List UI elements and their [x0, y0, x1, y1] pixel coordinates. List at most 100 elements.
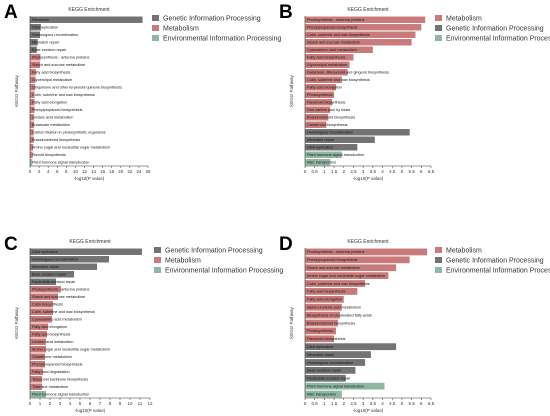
bar: [30, 256, 109, 263]
panel-letter: C: [4, 234, 18, 255]
x-tick-label: 2: [343, 169, 346, 174]
bar-label: Starch and sucrose metabolism: [307, 266, 360, 270]
y-axis-label: KEGG Pathway: [289, 306, 294, 338]
bar: [305, 24, 422, 31]
bar-label: Phenylpropanoid biosynthesis: [32, 363, 83, 367]
bar: [305, 84, 337, 91]
legend-swatch: [152, 25, 159, 31]
bar: [305, 303, 342, 311]
bar: [30, 114, 35, 121]
chart-title: KEGG Enrichment: [69, 239, 111, 245]
bar-label: Galactose, diterpenoid and gingerol bios…: [307, 71, 389, 75]
x-tick-label: 3: [59, 401, 62, 406]
bar-label: Nucleotide excision repair: [307, 377, 351, 381]
bar: [305, 366, 356, 374]
bar: [30, 353, 45, 360]
bar-label: Glycerolipid metabolism: [307, 63, 347, 67]
bar-label: Starch and sucrose metabolism: [32, 295, 85, 299]
bar-label: Butanoate metabolism: [32, 123, 70, 127]
bar-label: Photosynthesis: [307, 93, 333, 97]
bar-label: Brassinosteroid biosynthesis: [307, 116, 355, 120]
bar-label: Terpenoid backbone biosynthesis: [32, 378, 88, 382]
bar: [30, 31, 40, 38]
bar: [30, 331, 47, 338]
panel-a: A KEGG Enrichment Ribosome DNA replication H…: [4, 2, 281, 181]
x-tick-label: 2: [343, 401, 346, 406]
bar-label: Flavonoid biosynthesis: [307, 101, 346, 105]
bar-label: Mismatch repair: [32, 265, 60, 269]
bar: [30, 376, 42, 383]
x-tick-label: 6.5: [428, 169, 435, 174]
x-tick-label: 4: [381, 169, 384, 174]
bar: [305, 16, 426, 23]
legend-label: Environmental Information Processing: [165, 268, 283, 275]
x-tick-label: 3.5: [370, 169, 377, 174]
bar: [305, 121, 327, 128]
bar-label: Cutin, suberine and wax biosynthesis: [32, 310, 95, 314]
bar-label: Plant hormone signal transduction: [307, 384, 364, 388]
bar: [30, 91, 35, 98]
x-tick-label: 0.5: [312, 169, 319, 174]
bar: [305, 272, 389, 280]
bar: [30, 61, 40, 68]
x-tick-label: 5: [401, 401, 404, 406]
legend-label: Genetic Information Processing: [165, 248, 263, 255]
bar-label: Plant hormone signal transduction: [32, 393, 89, 397]
legend-swatch: [152, 15, 159, 21]
bar-label: ABC transporters: [307, 392, 336, 396]
bar: [30, 301, 53, 308]
bar: [30, 121, 35, 128]
x-tick-label: 6: [56, 169, 59, 174]
bar: [30, 248, 142, 255]
bar-label: DNA replication: [32, 250, 58, 254]
bar-label: DNA replication: [32, 26, 58, 30]
bar: [30, 69, 36, 76]
bar: [305, 151, 342, 158]
legend-swatch: [435, 35, 442, 41]
bar-label: Carbon fixation in photosynthetic organi…: [32, 131, 106, 135]
legend-swatch: [152, 35, 159, 41]
bar-label: Photosynthesis - antenna proteins: [32, 288, 90, 292]
bar-label: Flavonoid biosynthesis: [307, 337, 346, 341]
bar-label: Photosynthesis - antenna proteins: [32, 56, 90, 60]
x-tick-label: 8: [65, 169, 68, 174]
bar: [305, 54, 354, 61]
bar-label: Photosynthesis - antenna proteins: [307, 250, 365, 254]
bar: [305, 327, 337, 335]
x-tick-label: 6.5: [428, 401, 435, 406]
bar: [305, 256, 410, 264]
bar-label: DNA replication: [307, 146, 333, 150]
bar: [30, 46, 37, 53]
chart-title: KEGG Enrichment: [68, 7, 110, 13]
bar: [305, 39, 412, 46]
bar-label: Glutathione metabolism: [32, 355, 72, 359]
x-tick-label: 0.5: [312, 401, 319, 406]
bar-label: Brassinosteroid biosynthesis: [32, 138, 80, 142]
x-tick-label: 26: [145, 169, 151, 174]
bar-label: Phenylpropanoid biosynthesis: [32, 108, 83, 112]
x-tick-label: 24: [136, 169, 142, 174]
bar: [30, 316, 52, 323]
bar-label: Cyanoamino acid metabolism: [32, 318, 82, 322]
bar-label: Phenylpropanoid biosynthesis: [307, 258, 358, 262]
bar-label: Ubiquinone and other terpenoid-quinone b…: [32, 86, 122, 90]
bar: [305, 295, 344, 303]
bar-label: Cutin, suberine and wax biosynthesis: [32, 93, 95, 97]
bar-label: Starch and sucrose metabolism: [307, 41, 360, 45]
x-axis-label: -log10(P value): [75, 408, 106, 413]
bar: [305, 351, 371, 358]
legend-label: Genetic Information Processing: [163, 16, 261, 23]
x-tick-label: 1: [39, 401, 42, 406]
bar-label: Ribosome: [32, 18, 49, 22]
panel-letter: A: [4, 2, 18, 23]
legend-swatch: [154, 267, 161, 273]
legend-swatch: [154, 247, 161, 253]
x-tick-label: 8: [109, 401, 112, 406]
x-axis-label: -log10(P value): [74, 176, 105, 181]
x-tick-label: 2.5: [350, 401, 357, 406]
legend-label: Metabolism: [446, 16, 482, 23]
bar: [30, 16, 143, 23]
bar-label: Biosynthesis of unsaturated fatty acids: [307, 313, 372, 317]
bar: [305, 319, 338, 327]
